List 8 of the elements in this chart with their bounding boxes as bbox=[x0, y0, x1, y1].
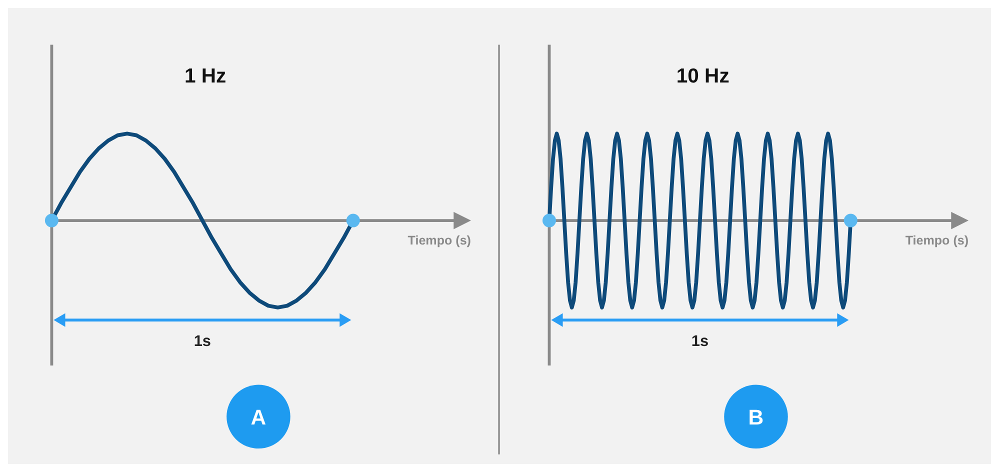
text: B bbox=[748, 405, 764, 430]
text: A bbox=[250, 405, 266, 430]
text: 1s bbox=[691, 333, 709, 350]
chart-title: 1 Hz bbox=[184, 65, 226, 88]
chart-title: 10 Hz bbox=[676, 65, 730, 88]
x-axis-title: Tiempo (s) bbox=[905, 234, 969, 248]
x-axis-title: Tiempo (s) bbox=[408, 234, 471, 248]
text: 1s bbox=[194, 333, 212, 350]
